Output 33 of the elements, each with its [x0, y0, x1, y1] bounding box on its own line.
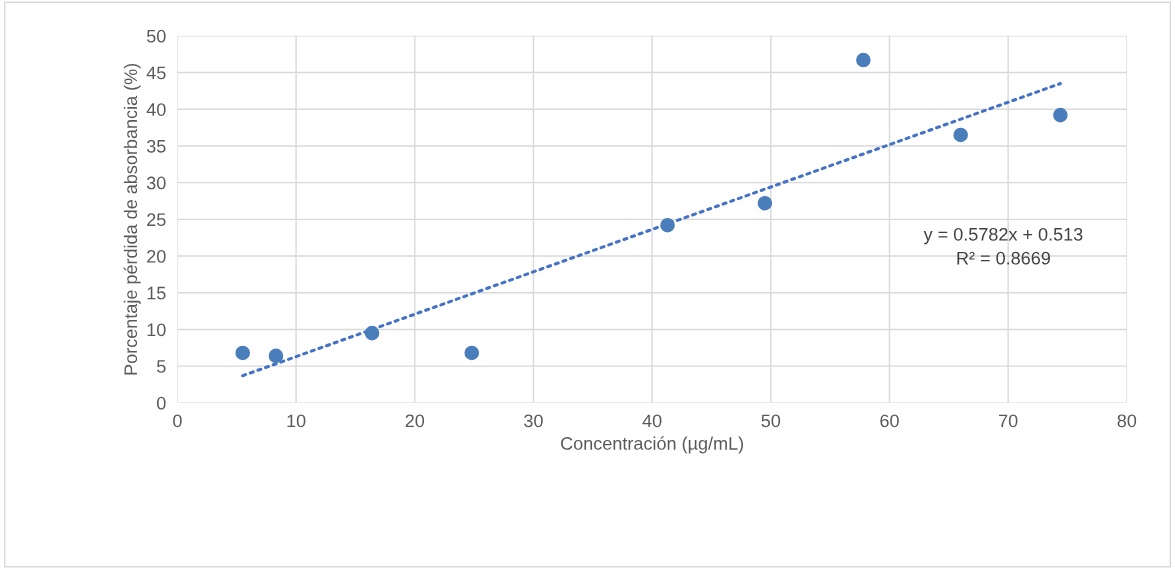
point — [235, 345, 250, 361]
x-tick-label: 60 — [880, 414, 899, 428]
x-tick-label: 70 — [999, 414, 1018, 428]
point — [757, 195, 773, 211]
y-tick-label: 30 — [146, 176, 166, 190]
x-tick-label: 40 — [642, 414, 662, 428]
y-tick-label: 10 — [147, 323, 166, 337]
x-tick-label: 0 — [173, 414, 182, 428]
point — [953, 127, 968, 143]
annotation: R² = 0.8669 — [957, 251, 1050, 265]
point — [364, 325, 380, 341]
annotation: y = 0.5782x + 0.513 — [923, 227, 1083, 245]
y-tick-label: 50 — [146, 29, 166, 43]
y-tick-label: 35 — [146, 139, 166, 153]
y-tick-label: 5 — [157, 360, 166, 373]
y-tick-label: 25 — [147, 213, 166, 227]
y-tick-label: 45 — [146, 66, 166, 80]
y-axis-title: Porcentaje pérdida de absorbancia (%) — [123, 63, 141, 375]
point — [856, 52, 871, 68]
x-tick-label: 10 — [287, 414, 306, 428]
y-tick-label: 40 — [146, 103, 166, 116]
point — [1053, 107, 1068, 123]
y-tick-label: 15 — [147, 286, 166, 300]
x-tick-label: 50 — [761, 414, 781, 428]
point — [464, 345, 480, 361]
y-tick-label: 0 — [156, 396, 166, 410]
point — [660, 217, 675, 233]
x-tick-label: 80 — [1117, 414, 1137, 428]
x-tick-label: 30 — [524, 414, 543, 428]
x-tick-label: 20 — [405, 414, 425, 428]
point — [268, 348, 284, 364]
y-tick-label: 20 — [147, 249, 166, 263]
x-axis-title: Concentración (µg/mL) — [561, 436, 744, 454]
